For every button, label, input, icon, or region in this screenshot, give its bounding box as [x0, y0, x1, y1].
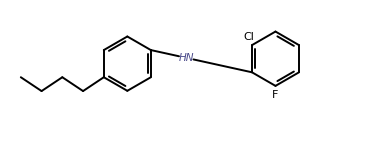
Text: HN: HN — [178, 53, 194, 63]
Text: Cl: Cl — [244, 32, 255, 42]
Text: F: F — [272, 90, 279, 100]
